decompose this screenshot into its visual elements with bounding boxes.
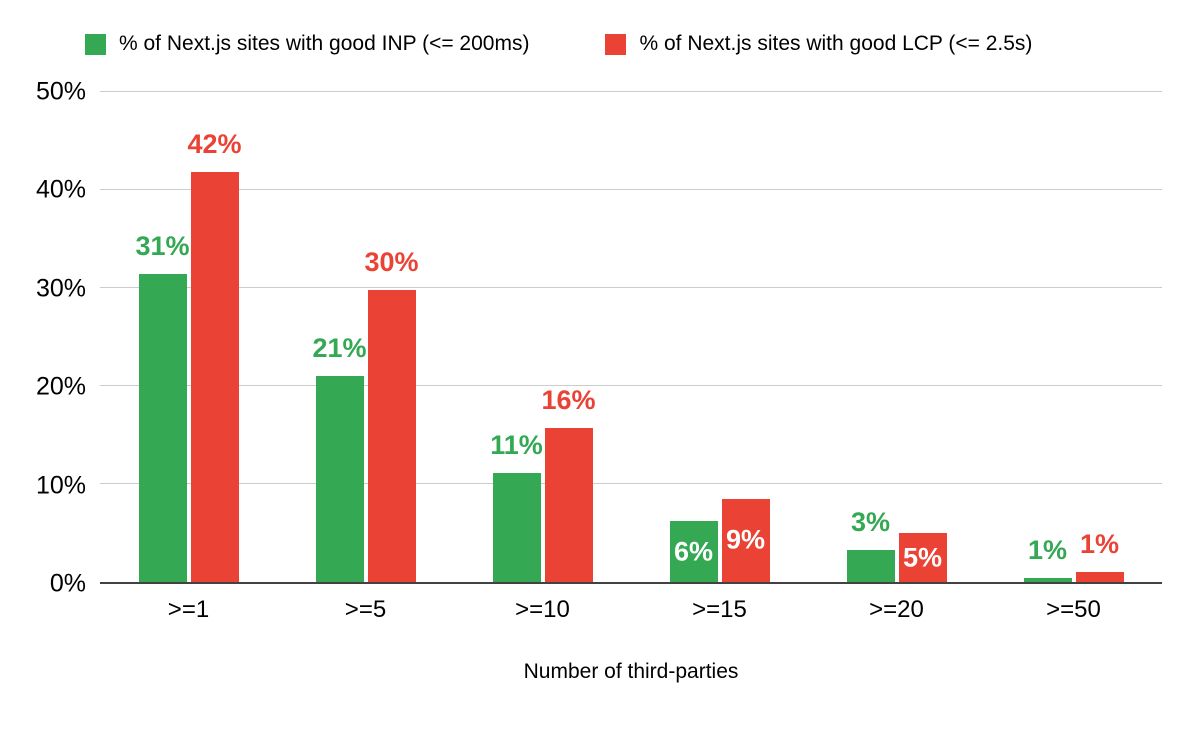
bar-series-0: 6% (669, 521, 718, 582)
bar-group: 21% 30% (312, 92, 419, 582)
bar-series-1: 16% (541, 387, 596, 582)
bar-group: 11% 16% (490, 92, 596, 582)
gridline (100, 91, 1162, 92)
bar-series-0: 3% (846, 508, 895, 582)
bar-group: 6% 9% (669, 92, 770, 582)
gridline (100, 287, 1162, 288)
bar-value-label: 30% (364, 246, 419, 277)
legend-swatch-icon (85, 33, 106, 55)
legend-item-1: % of Next.js sites with good LCP (<= 2.5… (605, 32, 1032, 56)
legend-item-0: % of Next.js sites with good INP (<= 200… (85, 32, 529, 56)
bar-value-label: 5% (902, 542, 943, 572)
bar-value-label: 16% (541, 385, 596, 416)
chart-body: 0% 10% 20% 30% 40% 50% 31% 42% 21% 30% 11% 16% 6% 9%… (0, 79, 1162, 596)
ytick-label: 40% (35, 175, 86, 204)
bar-series-1: 5% (898, 533, 947, 582)
legend-label: % of Next.js sites with good LCP (<= 2.5… (639, 32, 1033, 55)
xtick-label: >=5 (344, 596, 387, 623)
gridline (100, 483, 1162, 484)
bar-value-label: 11% (490, 430, 543, 461)
xtick-label: >=15 (692, 596, 747, 623)
bar-group: 31% 42% (135, 92, 242, 582)
bar-value-label: 3% (850, 506, 891, 537)
bar-group: 1% 1% (1023, 92, 1124, 582)
bar-value-label: 31% (135, 231, 190, 262)
legend: % of Next.js sites with good INP (<= 200… (85, 30, 1162, 58)
ytick-label: 10% (35, 471, 86, 500)
bar-value-label: 42% (187, 129, 242, 160)
ytick-label: 0% (49, 569, 86, 598)
bar-group: 3% 5% (846, 92, 947, 582)
y-axis: 0% 10% 20% 30% 40% 50% (0, 79, 100, 596)
plot-area: 31% 42% 21% 30% 11% 16% 6% 9% 3% 5% 1% 1% (100, 91, 1162, 584)
gridline (100, 189, 1162, 190)
ytick-label: 50% (35, 77, 86, 106)
bar-value-label: 1% (1079, 529, 1120, 560)
bar-series-1: 30% (364, 248, 419, 582)
bar-series-0: 11% (490, 432, 543, 582)
bar-series-1: 1% (1075, 531, 1124, 582)
x-axis-labels: >=1 >=5 >=10 >=15 >=20 >=50 (100, 596, 1162, 624)
ytick-label: 20% (35, 372, 86, 401)
ytick-label: 30% (35, 274, 86, 303)
legend-swatch-icon (605, 33, 627, 55)
gridline (100, 385, 1162, 386)
bar-value-label: 21% (312, 333, 367, 364)
bar-value-label: 9% (725, 524, 766, 555)
x-axis-title: Number of third-parties (523, 660, 739, 683)
bar-series-1: 9% (721, 498, 770, 582)
bar-value-label: 1% (1027, 534, 1068, 565)
xtick-label: >=50 (1046, 596, 1101, 623)
xtick-label: >=1 (167, 596, 210, 623)
xtick-label: >=20 (869, 596, 924, 623)
bar-value-label: 6% (673, 536, 714, 567)
xtick-label: >=10 (515, 596, 570, 623)
legend-label: % of Next.js sites with good INP (<= 200… (119, 32, 530, 55)
bar-series-0: 21% (312, 335, 367, 582)
bar-series-0: 1% (1023, 536, 1072, 582)
bar-series-0: 31% (135, 233, 190, 582)
bar-series-1: 42% (187, 131, 242, 582)
